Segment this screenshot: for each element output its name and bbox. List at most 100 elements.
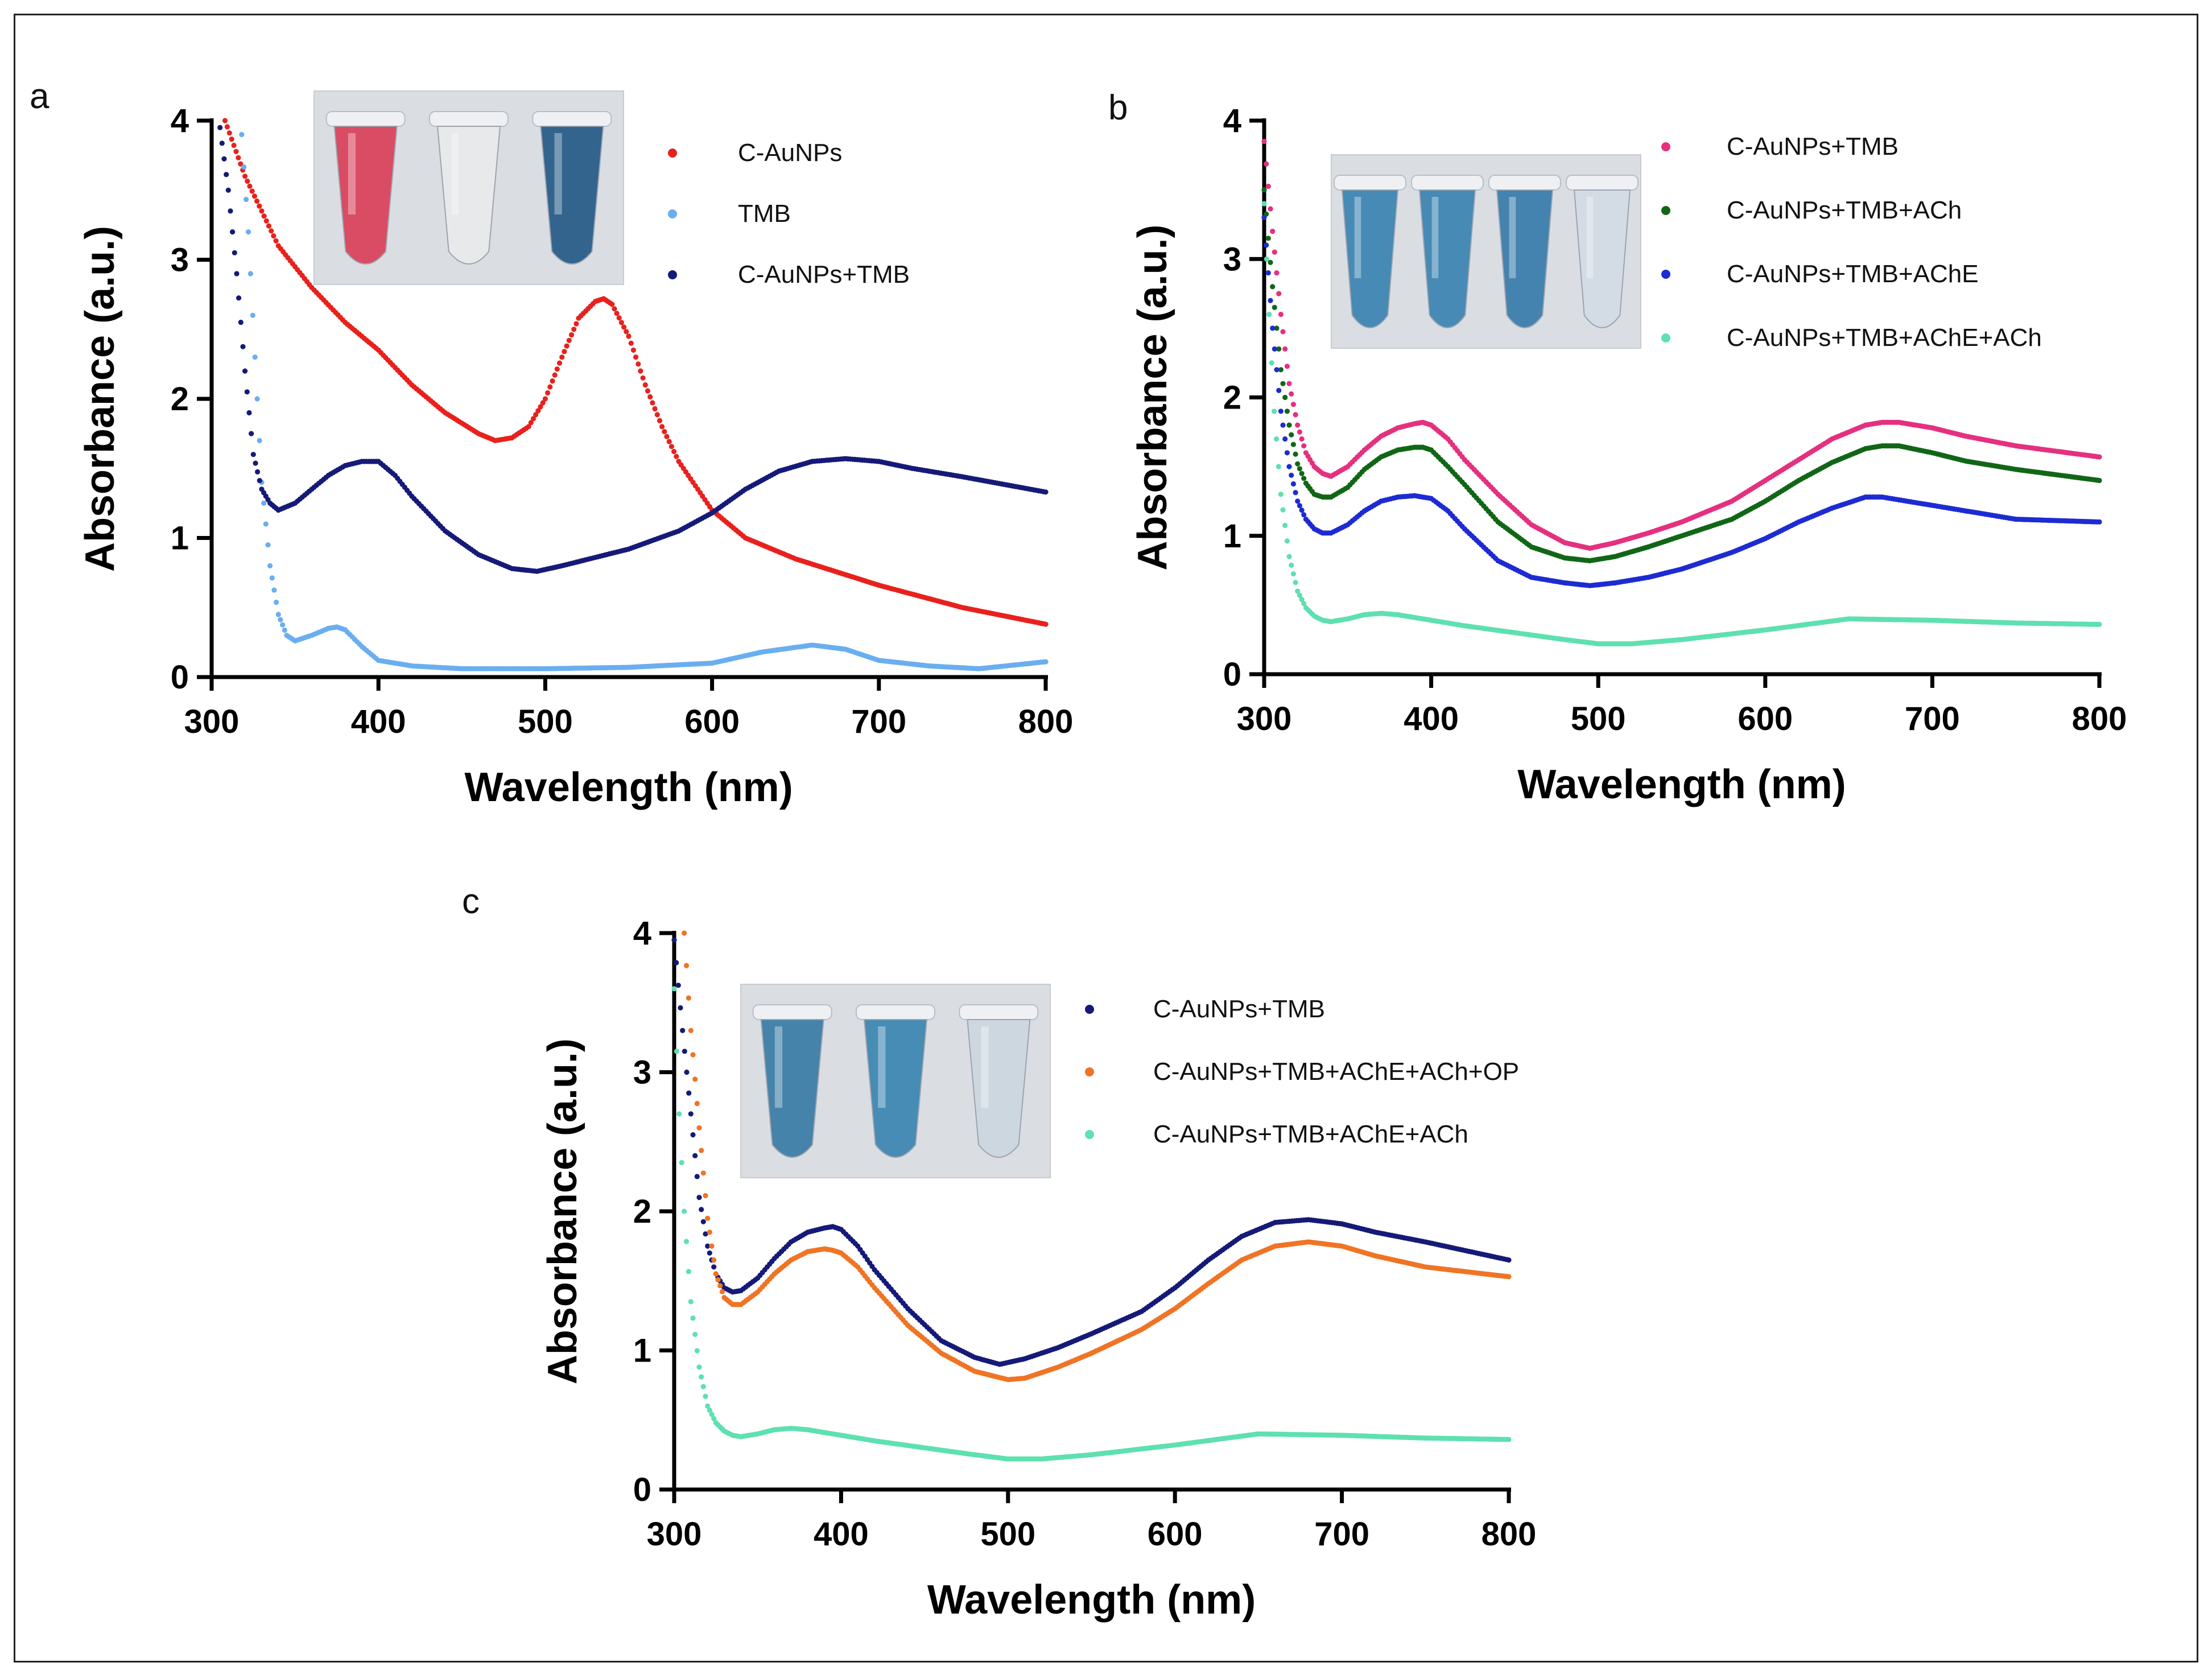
data-point bbox=[240, 344, 246, 349]
data-point bbox=[612, 306, 617, 312]
data-point bbox=[624, 329, 629, 335]
data-point bbox=[635, 361, 641, 367]
data-point bbox=[1284, 364, 1290, 369]
data-point bbox=[1278, 311, 1284, 317]
data-point bbox=[535, 408, 541, 414]
y-tick-label: 2 bbox=[171, 381, 189, 418]
tube-highlight bbox=[451, 133, 459, 214]
data-point bbox=[1261, 138, 1267, 145]
data-point bbox=[650, 400, 655, 406]
data-point bbox=[274, 600, 279, 605]
data-point bbox=[562, 349, 567, 354]
data-point bbox=[224, 172, 229, 178]
y-tick-label: 3 bbox=[171, 242, 189, 279]
data-point bbox=[671, 449, 677, 455]
data-point bbox=[1286, 422, 1292, 428]
data-point bbox=[232, 250, 237, 255]
data-point bbox=[640, 375, 646, 381]
series-2 bbox=[239, 131, 1049, 671]
data-point bbox=[224, 124, 230, 130]
data-point bbox=[254, 396, 260, 402]
data-point bbox=[1274, 270, 1280, 276]
data-point bbox=[1270, 229, 1276, 234]
data-point bbox=[253, 460, 258, 466]
data-point bbox=[1043, 659, 1049, 665]
tube-body bbox=[540, 126, 604, 265]
data-point bbox=[275, 612, 281, 617]
x-axis-title: Wavelength (nm) bbox=[464, 765, 793, 810]
data-point bbox=[1301, 512, 1307, 518]
data-point bbox=[659, 424, 665, 430]
data-point bbox=[226, 130, 232, 136]
data-point bbox=[609, 302, 615, 307]
data-point bbox=[280, 622, 286, 628]
y-tick-label: 0 bbox=[1223, 656, 1241, 693]
data-point bbox=[1297, 503, 1302, 509]
data-point bbox=[228, 208, 233, 214]
data-point bbox=[269, 228, 274, 234]
data-point bbox=[552, 372, 558, 378]
data-point bbox=[638, 368, 643, 374]
x-tick-label: 500 bbox=[518, 703, 573, 740]
data-point bbox=[533, 412, 539, 418]
series-1 bbox=[1261, 138, 2102, 551]
data-point bbox=[1265, 183, 1271, 189]
data-point bbox=[241, 164, 247, 170]
series-3 bbox=[1261, 214, 2102, 588]
legend-marker bbox=[668, 148, 677, 158]
data-point bbox=[234, 271, 240, 277]
sample-tube bbox=[1566, 175, 1639, 328]
data-point bbox=[259, 208, 265, 214]
data-point bbox=[674, 453, 679, 459]
y-tick-label: 2 bbox=[1223, 379, 1241, 416]
data-point bbox=[1299, 508, 1305, 513]
data-point bbox=[246, 410, 252, 416]
data-point bbox=[528, 420, 534, 426]
data-point bbox=[252, 354, 258, 360]
data-point bbox=[1280, 422, 1286, 428]
data-point bbox=[1274, 325, 1280, 331]
x-tick-label: 700 bbox=[1905, 700, 1960, 737]
data-point bbox=[566, 337, 572, 343]
data-point bbox=[573, 321, 579, 327]
data-point bbox=[1268, 298, 1273, 303]
tube-body bbox=[1341, 189, 1399, 328]
legend-label: C-AuNPs+TMB+ACh bbox=[1727, 196, 1962, 224]
data-point bbox=[571, 327, 577, 332]
data-point bbox=[647, 394, 653, 400]
data-point bbox=[1290, 481, 1296, 487]
data-point bbox=[1272, 304, 1277, 311]
tube-highlight bbox=[1354, 197, 1361, 278]
data-point bbox=[1261, 214, 1267, 220]
legend-marker bbox=[668, 270, 677, 279]
data-point bbox=[1272, 346, 1277, 352]
data-point bbox=[628, 340, 634, 346]
data-point bbox=[1278, 409, 1284, 414]
data-point bbox=[1286, 381, 1292, 386]
tube-highlight bbox=[554, 133, 562, 214]
x-tick-label: 400 bbox=[1404, 700, 1459, 737]
data-point bbox=[222, 118, 228, 123]
data-point bbox=[664, 434, 670, 440]
data-point bbox=[1265, 270, 1271, 276]
data-point bbox=[614, 311, 620, 316]
data-point bbox=[1293, 451, 1298, 457]
data-point bbox=[1293, 490, 1298, 496]
data-point bbox=[225, 187, 231, 193]
data-point bbox=[1270, 325, 1276, 331]
data-point bbox=[657, 418, 663, 424]
data-point bbox=[229, 137, 234, 142]
data-point bbox=[249, 188, 255, 194]
data-point bbox=[255, 469, 261, 475]
data-point bbox=[249, 431, 254, 436]
data-point bbox=[1043, 489, 1049, 495]
legend-marker bbox=[668, 209, 677, 218]
data-point bbox=[668, 444, 674, 449]
data-point bbox=[263, 218, 269, 224]
data-point bbox=[1295, 422, 1301, 428]
sample-tube bbox=[532, 111, 612, 265]
data-point bbox=[1268, 259, 1273, 265]
data-point bbox=[1268, 206, 1273, 212]
y-axis-title: Absorbance (a.u.) bbox=[77, 226, 123, 572]
